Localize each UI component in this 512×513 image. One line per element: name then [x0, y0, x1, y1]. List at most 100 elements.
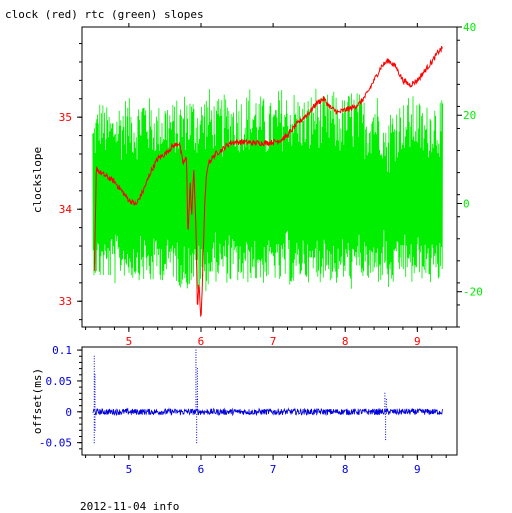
- offset-x-tick-label: 8: [342, 463, 349, 476]
- offset-point: [94, 429, 96, 431]
- offset-point: [384, 406, 386, 408]
- offset-point: [93, 365, 95, 367]
- offset-point: [196, 388, 198, 390]
- offset-point: [93, 424, 95, 426]
- offset-point: [196, 437, 198, 439]
- offset-point: [93, 439, 95, 441]
- offset-point: [385, 434, 387, 436]
- y-axis-label: clockslope: [31, 147, 44, 213]
- offset-point: [384, 403, 386, 405]
- slope-panel: 5 6 7 8 9 33 34 35 -20 0 20 40 clockslope: [31, 21, 483, 348]
- offset-point: [93, 403, 95, 405]
- x-tick-label: 8: [342, 335, 349, 348]
- offset-point: [196, 434, 198, 436]
- offset-point: [385, 403, 387, 405]
- y-tick-label: 33: [59, 295, 72, 308]
- offset-point: [196, 424, 198, 426]
- offset-y-tick-label: 0: [65, 406, 72, 419]
- offset-point: [196, 431, 198, 433]
- offset-point: [94, 376, 96, 378]
- y2-tick-label: 0: [463, 197, 470, 210]
- offset-point: [195, 359, 197, 361]
- offset-point: [94, 394, 96, 396]
- offset-point: [196, 373, 198, 375]
- offset-point: [385, 439, 387, 441]
- y2-tick-label: 40: [463, 21, 476, 34]
- offset-point: [196, 385, 198, 387]
- offset-point: [93, 393, 95, 395]
- offset-point: [196, 419, 198, 421]
- offset-point: [196, 368, 198, 370]
- offset-point: [196, 442, 198, 444]
- offset-point: [94, 379, 96, 381]
- offset-y-tick-label: -0.05: [39, 437, 72, 450]
- offset-point: [385, 436, 387, 438]
- offset-point: [196, 401, 198, 403]
- y2-tick-label: 20: [463, 109, 476, 122]
- offset-point: [195, 349, 197, 351]
- offset-point: [195, 394, 197, 396]
- offset-point: [93, 406, 95, 408]
- offset-point: [93, 401, 95, 403]
- offset-point: [94, 421, 96, 423]
- offset-point: [196, 375, 198, 377]
- offset-point: [93, 386, 95, 388]
- offset-point: [93, 373, 95, 375]
- offset-point: [196, 406, 198, 408]
- x-tick-label: 6: [198, 335, 205, 348]
- offset-point: [94, 396, 96, 398]
- offset-point: [94, 374, 96, 376]
- offset-y-tick-label: 0.05: [46, 375, 73, 388]
- offset-baseline: [92, 407, 443, 417]
- offset-point: [93, 419, 95, 421]
- offset-point: [196, 439, 198, 441]
- offset-point: [93, 363, 95, 365]
- offset-point: [93, 391, 95, 393]
- offset-point: [93, 378, 95, 380]
- offset-point: [196, 398, 198, 400]
- offset-point: [94, 398, 96, 400]
- offset-point: [196, 416, 198, 418]
- offset-point: [196, 390, 198, 392]
- page-title: clock (red) rtc (green) slopes: [5, 8, 204, 21]
- offset-point: [384, 395, 386, 397]
- slope-plot-frame: [81, 26, 458, 328]
- offset-x-tick-label: 5: [126, 463, 133, 476]
- offset-point: [195, 356, 197, 358]
- offset-point: [93, 368, 95, 370]
- offset-x-tick-label: 6: [198, 463, 205, 476]
- offset-point: [94, 424, 96, 426]
- offset-point: [385, 426, 387, 428]
- offset-point: [94, 406, 96, 408]
- offset-point: [384, 408, 386, 410]
- offset-point: [385, 406, 387, 408]
- clock-line: [93, 46, 443, 318]
- offset-point: [93, 383, 95, 385]
- offset-plot-frame: [81, 346, 458, 456]
- y2-tick-label: -20: [463, 286, 483, 299]
- offset-point: [195, 406, 197, 408]
- offset-point: [94, 401, 96, 403]
- rtc-series: [92, 88, 443, 292]
- offset-point: [385, 423, 387, 425]
- offset-point: [195, 376, 197, 378]
- offset-point: [93, 429, 95, 431]
- offset-point: [385, 408, 387, 410]
- offset-point: [385, 431, 387, 433]
- offset-point: [385, 428, 387, 430]
- x-tick-label: 5: [126, 335, 133, 348]
- offset-point: [195, 398, 197, 400]
- offset-point: [196, 370, 198, 372]
- offset-point: [93, 413, 95, 415]
- offset-point: [196, 396, 198, 398]
- offset-point: [93, 437, 95, 439]
- offset-series: [92, 349, 443, 444]
- offset-point: [196, 393, 198, 395]
- offset-point: [94, 419, 96, 421]
- offset-point: [196, 426, 198, 428]
- offset-point: [195, 396, 197, 398]
- slope-axes: 5 6 7 8 9 33 34 35 -20 0 20 40: [59, 21, 483, 348]
- offset-point: [94, 391, 96, 393]
- y-tick-label: 34: [59, 203, 73, 216]
